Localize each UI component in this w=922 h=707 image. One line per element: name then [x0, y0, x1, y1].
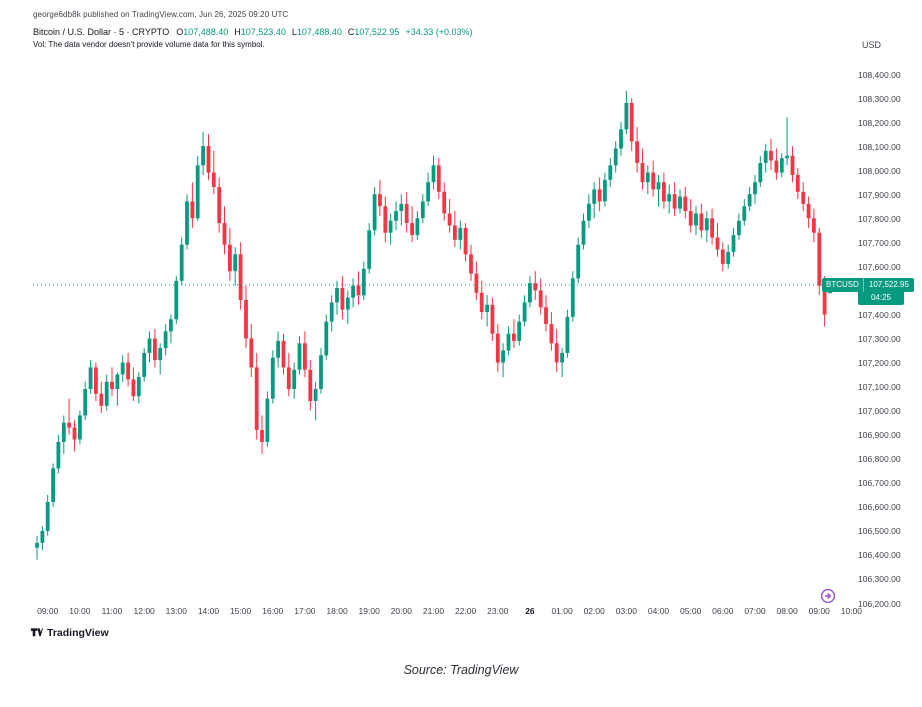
- price-tick-label: 108,000.00: [858, 165, 901, 176]
- time-tick-label: 14:00: [197, 606, 220, 616]
- time-tick-label: 18:00: [326, 606, 348, 616]
- price-tick-label: 106,600.00: [858, 502, 901, 513]
- high-value: H107,523.40: [234, 27, 286, 37]
- brand-wordmark: TradingView: [47, 626, 109, 639]
- price-tick-label: 108,200.00: [858, 117, 901, 128]
- price-tick-label: 106,900.00: [858, 430, 901, 441]
- circled-arrow-icon: [820, 588, 836, 604]
- price-tick-label: 108,400.00: [858, 69, 901, 80]
- time-tick-label: 10:00: [840, 606, 863, 616]
- time-tick-label: 07:00: [744, 606, 766, 616]
- time-tick-label: 13:00: [165, 606, 187, 616]
- price-tick-label: 107,900.00: [858, 189, 901, 200]
- tradingview-logo-icon: [30, 628, 43, 637]
- time-tick-label: 03:00: [615, 606, 638, 616]
- last-price-label: BTCUSD 107,522.95 04:25: [822, 277, 914, 305]
- time-tick-label: 05:00: [680, 606, 702, 616]
- time-tick-label: 16:00: [262, 606, 284, 616]
- price-tick-label: 107,000.00: [858, 406, 901, 417]
- price-tick-label: 107,200.00: [858, 358, 901, 369]
- symbol-title: Bitcoin / U.S. Dollar · 5 · CRYPTO: [33, 27, 170, 37]
- price-tick-label: 106,500.00: [858, 526, 901, 537]
- time-tick-label: 20:00: [390, 606, 412, 616]
- price-tick-label: 106,300.00: [858, 574, 901, 585]
- time-tick-label: 26: [525, 606, 535, 616]
- legend-main-row: Bitcoin / U.S. Dollar · 5 · CRYPTO O107,…: [33, 27, 473, 37]
- price-tick-label: 108,100.00: [858, 141, 901, 152]
- volume-note: Vol: The data vendor doesn't provide vol…: [33, 40, 265, 49]
- price-scale[interactable]: 108,400.00 108,300.00 108,200.00 108,100.00…: [852, 0, 922, 660]
- change-value: +34.33 (+0.03%): [405, 27, 473, 37]
- price-tick-label: 107,700.00: [858, 237, 901, 248]
- time-tick-label: 22:00: [454, 606, 477, 616]
- go-to-realtime-button[interactable]: [820, 588, 836, 604]
- candlestick-chart[interactable]: [0, 0, 922, 660]
- bar-countdown: 04:25: [858, 291, 904, 305]
- time-tick-label: 23:00: [487, 606, 509, 616]
- time-tick-label: 10:00: [69, 606, 91, 616]
- time-tick-label: 15:00: [229, 606, 252, 616]
- low-value: L107,488.40: [291, 27, 342, 37]
- time-tick-label: 19:00: [358, 606, 380, 616]
- time-scale[interactable]: 09:00 10:00 11:00 12:00 13:00 14:00 15:00 16:00…: [0, 600, 922, 620]
- close-value: C107,522.95: [347, 27, 400, 37]
- price-tick-label: 107,600.00: [858, 261, 901, 272]
- time-tick-label: 09:00: [808, 606, 830, 616]
- last-price-value: 107,522.95: [863, 277, 914, 292]
- open-value: O107,488.40: [176, 27, 229, 37]
- time-tick-label: 12:00: [133, 606, 155, 616]
- price-tick-label: 107,400.00: [858, 309, 901, 320]
- price-tick-label: 106,700.00: [858, 478, 901, 489]
- time-tick-label: 02:00: [583, 606, 605, 616]
- ohlc-values: O107,488.40 H107,523.40 L107,488.40 C107…: [176, 27, 472, 37]
- price-tick-label: 106,800.00: [858, 454, 901, 465]
- price-tick-label: 107,800.00: [858, 213, 901, 224]
- price-tick-label: 107,300.00: [858, 334, 901, 344]
- price-tick-label: 106,400.00: [858, 550, 901, 561]
- time-tick-label: 06:00: [712, 606, 734, 616]
- price-tick-label: 107,100.00: [858, 382, 901, 393]
- price-tick-label: 108,300.00: [858, 93, 901, 104]
- attribution-text: george6db8k published on TradingView.com…: [33, 10, 289, 19]
- source-caption: Source: TradingView: [403, 663, 519, 677]
- last-price-row: BTCUSD 107,522.95: [822, 277, 914, 292]
- time-tick-label: 08:00: [776, 606, 798, 616]
- time-tick-label: 21:00: [422, 606, 445, 616]
- time-tick-label: 04:00: [647, 606, 670, 616]
- tradingview-brand-link[interactable]: TradingView: [30, 626, 109, 639]
- currency-unit-label[interactable]: USD: [862, 40, 882, 50]
- time-tick-label: 11:00: [101, 606, 123, 616]
- price-tick-label: 106,200.00: [858, 598, 901, 609]
- time-tick-label: 17:00: [294, 606, 316, 616]
- chart-legend: Bitcoin / U.S. Dollar · 5 · CRYPTO O107,…: [33, 27, 473, 49]
- symbol-badge: BTCUSD: [822, 277, 864, 292]
- time-tick-label: 01:00: [551, 606, 573, 616]
- time-tick-label: 09:00: [37, 606, 59, 616]
